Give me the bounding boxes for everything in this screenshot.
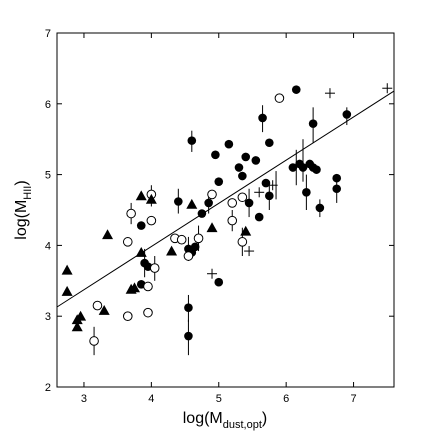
x-tick-label-2: 5 [216,393,222,405]
filled-circle-point-32 [308,119,318,128]
filled-circle-point-9 [197,209,207,218]
filled-circle-point-7 [190,242,200,252]
filled-circle-point-28 [302,188,311,197]
filled-circle-point-4 [174,197,183,206]
filled-circle-point-35 [332,184,342,194]
filled-triangle-point-13 [186,198,198,209]
open-circle-point-7 [146,215,157,226]
plus-point-3 [267,180,278,191]
filled-circle-point-25 [291,85,301,94]
open-circle-point-3 [122,237,133,247]
open-circle-point-13 [193,233,204,244]
filled-triangle-point-0 [61,285,73,296]
open-circle-point-6 [143,281,153,292]
open-circle-point-14 [207,189,217,200]
y-axis-label-subscript: HII [22,186,34,200]
filled-triangle-point-2 [71,321,83,332]
filled-triangle-point-12 [166,245,178,256]
filled-triangle-point-6 [102,229,114,240]
plus-point-4 [324,88,335,99]
y-tick-label-5: 7 [45,28,51,40]
fit-line-layer [56,90,395,308]
y-axis-label: log(MHII) [13,180,34,239]
y-tick-label-2: 4 [45,240,51,252]
plus-point-1 [244,246,255,257]
plus-point-2 [254,187,265,198]
filled-circle-point-22 [258,113,267,123]
filled-triangle-point-14 [206,222,218,233]
filled-triangle-point-8 [129,282,141,293]
filled-triangle-point-15 [240,225,252,236]
filled-triangle-point-5 [98,305,110,315]
filled-triangle-point-1 [61,264,73,275]
filled-triangle-point-9 [135,246,147,257]
filled-triangle-point-4 [75,310,87,321]
x-tick-label-4: 7 [350,393,356,405]
filled-triangle-point-11 [145,193,157,204]
y-tick-label-0: 2 [45,382,51,394]
plus-point-5 [382,83,393,94]
open-circle-point-9 [149,263,160,273]
plot-frame [56,32,395,388]
filled-circle-point-14 [234,163,244,172]
tick-layer: 3 4 5 6 7 2 3 4 5 6 7 [45,28,394,405]
filled-triangle-point-10 [135,190,147,201]
filled-circle-point-0 [136,221,146,230]
filled-circle-point-36 [342,110,352,119]
x-tick-label-3: 6 [283,393,289,405]
filled-circle-point-34 [332,173,342,183]
filled-circle-point-37 [184,303,193,313]
open-circle-point-4 [126,208,136,219]
open-circle-point-18 [237,192,248,203]
y-axis-label-close: ) [13,180,30,185]
filled-circle-point-16 [241,152,251,162]
filled-circle-point-38 [184,331,193,341]
open-circle-point-1 [92,300,103,311]
filled-circle-point-21 [265,191,274,201]
filled-circle-point-23 [265,138,274,148]
filled-circle-point-19 [254,212,264,222]
filled-circle-point-11 [211,150,220,160]
open-circle-point-11 [176,234,187,245]
filled-circle-point-39 [214,277,224,287]
filled-circle-point-27 [298,163,308,172]
open-circle-point-0 [89,336,99,346]
filled-circle-point-18 [251,156,261,165]
open-circle-point-12 [183,251,194,261]
filled-circle-point-17 [244,198,254,208]
open-circle-point-5 [143,307,153,318]
plus-point-0 [207,268,218,279]
marker-layer [61,83,393,346]
open-circle-point-19 [274,93,285,103]
filled-circle-point-24 [288,163,298,172]
filled-circle-point-8 [187,136,197,145]
filled-circle-point-33 [315,203,325,213]
filled-circle-point-12 [214,177,224,186]
filled-circle-point-15 [238,171,247,181]
filled-circle-point-20 [261,178,271,188]
open-circle-point-2 [122,311,133,322]
filled-circle-point-31 [312,165,321,174]
open-circle-point-17 [237,237,248,247]
x-axis-label-subscript: dust,opt [223,419,262,431]
x-axis-label: log(Mdust,opt) [183,410,267,431]
fit-line [56,90,395,308]
filled-circle-point-10 [204,198,213,208]
y-tick-label-3: 5 [45,170,51,182]
open-circle-point-15 [227,215,238,226]
x-tick-label-0: 3 [81,393,87,405]
x-axis-label-close: ) [262,410,267,427]
x-tick-label-1: 4 [148,393,154,405]
filled-circle-point-13 [224,139,234,149]
open-circle-point-16 [227,198,238,208]
y-tick-label-1: 3 [45,311,51,323]
y-tick-label-4: 6 [45,99,51,111]
